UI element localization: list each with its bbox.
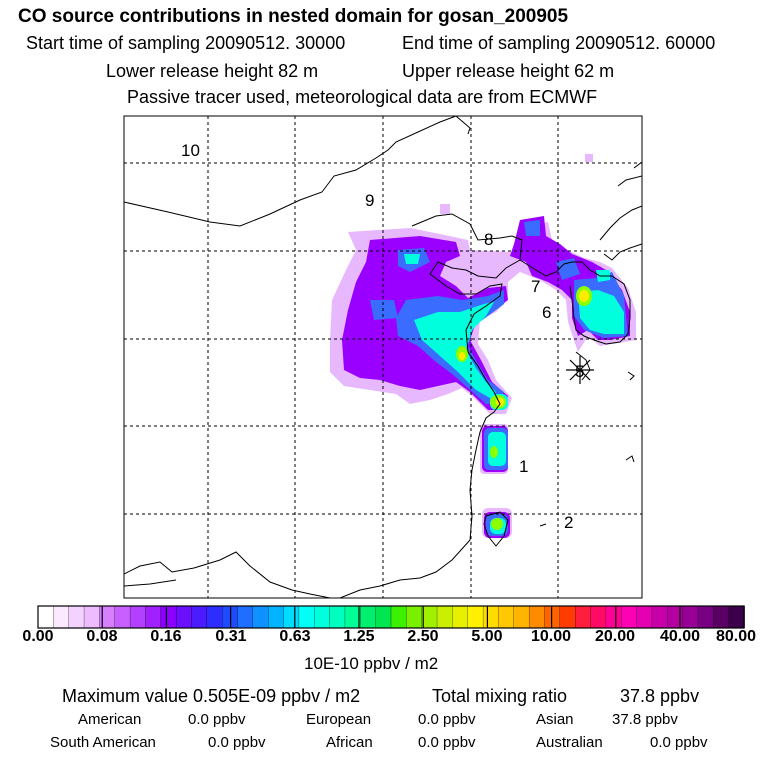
colorbar-cell <box>252 605 269 629</box>
colorbar-cell <box>83 605 101 629</box>
lat-lon-grid <box>124 116 642 598</box>
colorbar-cell <box>145 605 162 629</box>
region-label: 5 <box>575 362 584 381</box>
colorbar-cell <box>498 605 515 629</box>
colorbar-cell <box>682 605 699 629</box>
colorbar-cell <box>283 605 300 629</box>
colorbar-cell <box>314 605 331 629</box>
contribution-name: African <box>326 734 373 751</box>
colorbar-cell <box>651 605 669 629</box>
colorbar-tick-label: 0.63 <box>279 628 311 645</box>
colorbar-tick-label: 0.08 <box>86 628 118 645</box>
region-label: 8 <box>484 230 493 249</box>
colorbar-cell <box>636 605 653 629</box>
colorbar-cell <box>129 605 147 629</box>
colorbar-cell <box>237 605 254 629</box>
colorbar-tick-label: 40.00 <box>659 628 701 645</box>
colorbar-tick-label: 0.31 <box>215 628 247 645</box>
colorbar-tick-label: 10.00 <box>530 628 572 645</box>
region-labels: 10 9 8 7 6 5 1 2 <box>181 141 584 532</box>
maximum-value: Maximum value 0.505E-09 ppbv / m2 <box>62 686 361 706</box>
colorbar-cell <box>667 605 684 629</box>
colorbar-cell <box>697 605 715 629</box>
colorbar-cell <box>605 605 622 629</box>
region-label: 2 <box>564 513 573 532</box>
colorbar-cell <box>544 605 561 629</box>
contribution-value: 0.0 ppbv <box>650 734 708 751</box>
contribution-name: Australian <box>536 734 603 751</box>
colorbar-cell <box>421 605 438 629</box>
colorbar-units: 10E-10 ppbv / m2 <box>304 654 439 673</box>
colorbar-cell <box>360 605 377 629</box>
colorbar-cell <box>621 605 638 629</box>
tracer-note: Passive tracer used, meteorological data… <box>127 87 598 107</box>
region-label: 1 <box>519 457 528 476</box>
colorbar-tick-label: 20.00 <box>594 628 636 645</box>
colorbar-cell <box>406 605 423 629</box>
colorbar <box>37 605 745 629</box>
contribution-value: 0.0 ppbv <box>208 734 266 751</box>
colorbar-cell <box>436 605 454 629</box>
receptor-marker <box>566 356 594 384</box>
contribution-name: Asian <box>536 711 574 728</box>
region-label: 7 <box>531 277 540 296</box>
colorbar-border <box>37 605 745 629</box>
contribution-name: South American <box>50 734 156 751</box>
colorbar-cell <box>191 605 208 629</box>
colorbar-cell <box>68 605 85 629</box>
end-time: End time of sampling 20090512. 60000 <box>402 33 716 53</box>
colorbar-cell <box>513 605 530 629</box>
colorbar-cell <box>390 605 408 629</box>
contribution-value: 0.0 ppbv <box>418 734 476 751</box>
colorbar-tick-label: 0.16 <box>150 628 182 645</box>
colorbar-cell <box>329 605 346 629</box>
colorbar-cell <box>206 605 223 629</box>
contribution-value: 37.8 ppbv <box>612 711 678 728</box>
colorbar-cell <box>175 605 193 629</box>
colorbar-cell <box>452 605 469 629</box>
total-mixing-label: Total mixing ratio <box>432 686 568 706</box>
colorbar-cell <box>559 605 576 629</box>
region-label: 10 <box>181 141 200 160</box>
conc-level-yellow <box>459 290 589 406</box>
colorbar-cell <box>467 605 484 629</box>
start-time: Start time of sampling 20090512. 30000 <box>26 33 346 53</box>
colorbar-cell <box>298 605 316 629</box>
colorbar-cell <box>114 605 131 629</box>
colorbar-cell <box>528 605 546 629</box>
colorbar-cell <box>575 605 592 629</box>
contribution-value: 0.0 ppbv <box>188 711 246 728</box>
concentration-field <box>124 116 642 598</box>
total-mixing-value: 37.8 ppbv <box>620 686 700 706</box>
colorbar-tick-label: 0.00 <box>22 628 54 645</box>
map-border <box>123 115 643 599</box>
contribution-value: 0.0 ppbv <box>418 711 476 728</box>
colorbar-tick-label: 80.00 <box>715 628 757 645</box>
plot-title: CO source contributions in nested domain… <box>18 6 569 27</box>
colorbar-cell <box>37 605 55 629</box>
colorbar-tick-label: 2.50 <box>407 628 439 645</box>
colorbar-tick-label: 5.00 <box>471 628 503 645</box>
colorbar-cell <box>590 605 607 629</box>
contribution-name: European <box>306 711 372 728</box>
colorbar-cell <box>375 605 392 629</box>
contribution-name: American <box>78 711 142 728</box>
colorbar-cell <box>268 605 285 629</box>
region-label: 9 <box>365 191 374 210</box>
colorbar-tick-lines <box>101 606 681 628</box>
colorbar-cell <box>482 605 500 629</box>
upper-release-height: Upper release height 62 m <box>402 61 615 81</box>
colorbar-cell <box>53 605 70 629</box>
lower-release-height: Lower release height 82 m <box>106 61 319 81</box>
colorbar-tick-label: 1.25 <box>343 628 375 645</box>
colorbar-cell <box>713 605 730 629</box>
colorbar-cell <box>728 605 745 629</box>
colorbar-cell <box>160 605 177 629</box>
region-label: 6 <box>542 303 551 322</box>
